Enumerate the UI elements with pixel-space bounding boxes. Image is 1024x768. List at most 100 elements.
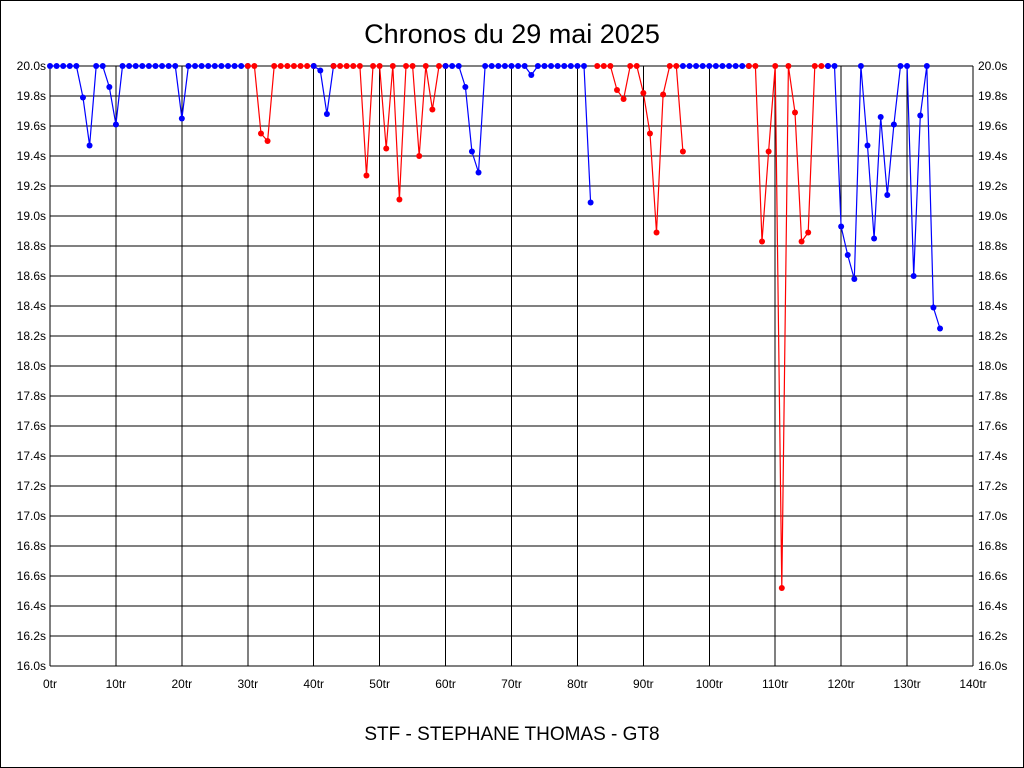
data-point bbox=[759, 238, 766, 245]
data-point bbox=[152, 63, 159, 69]
data-point bbox=[488, 63, 495, 69]
data-point bbox=[646, 130, 653, 137]
y-tick-label-right: 17.6s bbox=[978, 419, 1007, 433]
data-point bbox=[778, 585, 785, 591]
x-tick-label: 140tr bbox=[959, 677, 986, 691]
data-point bbox=[937, 325, 944, 332]
data-point bbox=[231, 63, 238, 69]
data-point bbox=[99, 63, 106, 69]
series-red bbox=[244, 63, 317, 144]
series-line bbox=[748, 65, 828, 589]
y-tick-label-left: 17.2s bbox=[17, 479, 46, 493]
data-point bbox=[264, 138, 271, 144]
y-tick-label-left: 17.0s bbox=[17, 509, 46, 523]
data-point bbox=[132, 63, 139, 69]
y-tick-label-right: 16.2s bbox=[978, 629, 1007, 643]
data-point bbox=[370, 63, 377, 69]
y-tick-label-right: 19.8s bbox=[978, 89, 1007, 103]
data-point bbox=[356, 63, 363, 69]
series-line bbox=[313, 65, 335, 115]
y-tick-label-left: 19.2s bbox=[17, 179, 46, 193]
data-point bbox=[139, 63, 146, 69]
data-point bbox=[706, 63, 713, 69]
data-point bbox=[198, 63, 205, 69]
x-tick-label: 20tr bbox=[172, 677, 193, 691]
series-line bbox=[333, 65, 446, 200]
y-tick-label-left: 19.8s bbox=[17, 89, 46, 103]
data-point bbox=[567, 63, 574, 69]
y-tick-label-left: 16.0s bbox=[17, 659, 46, 673]
axis-labels: 0tr 10tr 20tr 30tr 40tr 50tr 60tr 70tr 80tr 90tr 1… bbox=[17, 59, 1008, 691]
data-point bbox=[679, 148, 686, 155]
data-point bbox=[607, 63, 614, 69]
y-tick-label-left: 16.2s bbox=[17, 629, 46, 643]
data-point bbox=[304, 63, 311, 69]
y-tick-label-right: 18.0s bbox=[978, 359, 1007, 373]
data-point bbox=[383, 145, 390, 152]
chart-title: Chronos du 29 mai 2025 bbox=[364, 19, 660, 49]
data-point bbox=[772, 63, 779, 69]
x-tick-label: 30tr bbox=[237, 677, 258, 691]
y-tick-label-left: 18.8s bbox=[17, 239, 46, 253]
data-point bbox=[363, 172, 370, 179]
data-point bbox=[554, 63, 561, 69]
y-tick-label-left: 18.0s bbox=[17, 359, 46, 373]
x-tick-label: 90tr bbox=[633, 677, 654, 691]
data-point bbox=[350, 63, 357, 69]
data-point bbox=[429, 106, 436, 113]
data-point bbox=[211, 63, 218, 69]
data-point bbox=[765, 148, 772, 155]
y-tick-label-right: 19.4s bbox=[978, 149, 1007, 163]
data-point bbox=[633, 63, 640, 69]
data-point bbox=[732, 63, 739, 69]
data-point bbox=[60, 63, 67, 69]
data-point bbox=[73, 63, 80, 69]
data-point bbox=[574, 63, 581, 69]
series-blue bbox=[442, 63, 594, 206]
data-point bbox=[613, 87, 620, 93]
data-point bbox=[838, 223, 845, 230]
data-point bbox=[145, 63, 152, 69]
data-point bbox=[726, 63, 733, 69]
data-point bbox=[106, 84, 113, 90]
data-point bbox=[660, 91, 667, 98]
y-tick-label-left: 16.8s bbox=[17, 539, 46, 553]
data-point bbox=[271, 63, 278, 69]
y-tick-label-left: 17.6s bbox=[17, 419, 46, 433]
data-point bbox=[86, 142, 93, 149]
data-point bbox=[785, 63, 792, 69]
data-point bbox=[884, 192, 891, 198]
x-tick-label: 100tr bbox=[696, 677, 723, 691]
data-point bbox=[66, 63, 73, 69]
data-point bbox=[238, 63, 245, 69]
data-point bbox=[693, 63, 700, 69]
data-point bbox=[126, 63, 133, 69]
data-point bbox=[47, 63, 53, 69]
y-tick-label-right: 17.4s bbox=[978, 449, 1007, 463]
data-series bbox=[47, 63, 944, 591]
series-line bbox=[247, 65, 314, 143]
y-tick-label-right: 18.4s bbox=[978, 299, 1007, 313]
data-point bbox=[435, 63, 442, 69]
data-point bbox=[409, 63, 416, 69]
y-tick-label-right: 20.0s bbox=[978, 59, 1007, 73]
y-tick-label-right: 19.6s bbox=[978, 119, 1007, 133]
series-blue bbox=[310, 63, 337, 117]
data-point bbox=[389, 63, 396, 69]
data-point bbox=[475, 169, 482, 176]
data-point bbox=[528, 72, 535, 78]
data-point bbox=[422, 63, 429, 69]
data-point bbox=[712, 63, 719, 69]
data-point bbox=[818, 63, 825, 69]
y-tick-label-left: 18.6s bbox=[17, 269, 46, 283]
data-point bbox=[620, 96, 627, 102]
y-tick-label-left: 17.4s bbox=[17, 449, 46, 463]
x-tick-label: 0tr bbox=[43, 677, 57, 691]
data-point bbox=[890, 121, 897, 128]
data-point bbox=[337, 63, 344, 69]
data-point bbox=[600, 63, 607, 69]
data-point bbox=[699, 63, 706, 69]
data-point bbox=[686, 63, 693, 69]
y-tick-label-right: 16.4s bbox=[978, 599, 1007, 613]
